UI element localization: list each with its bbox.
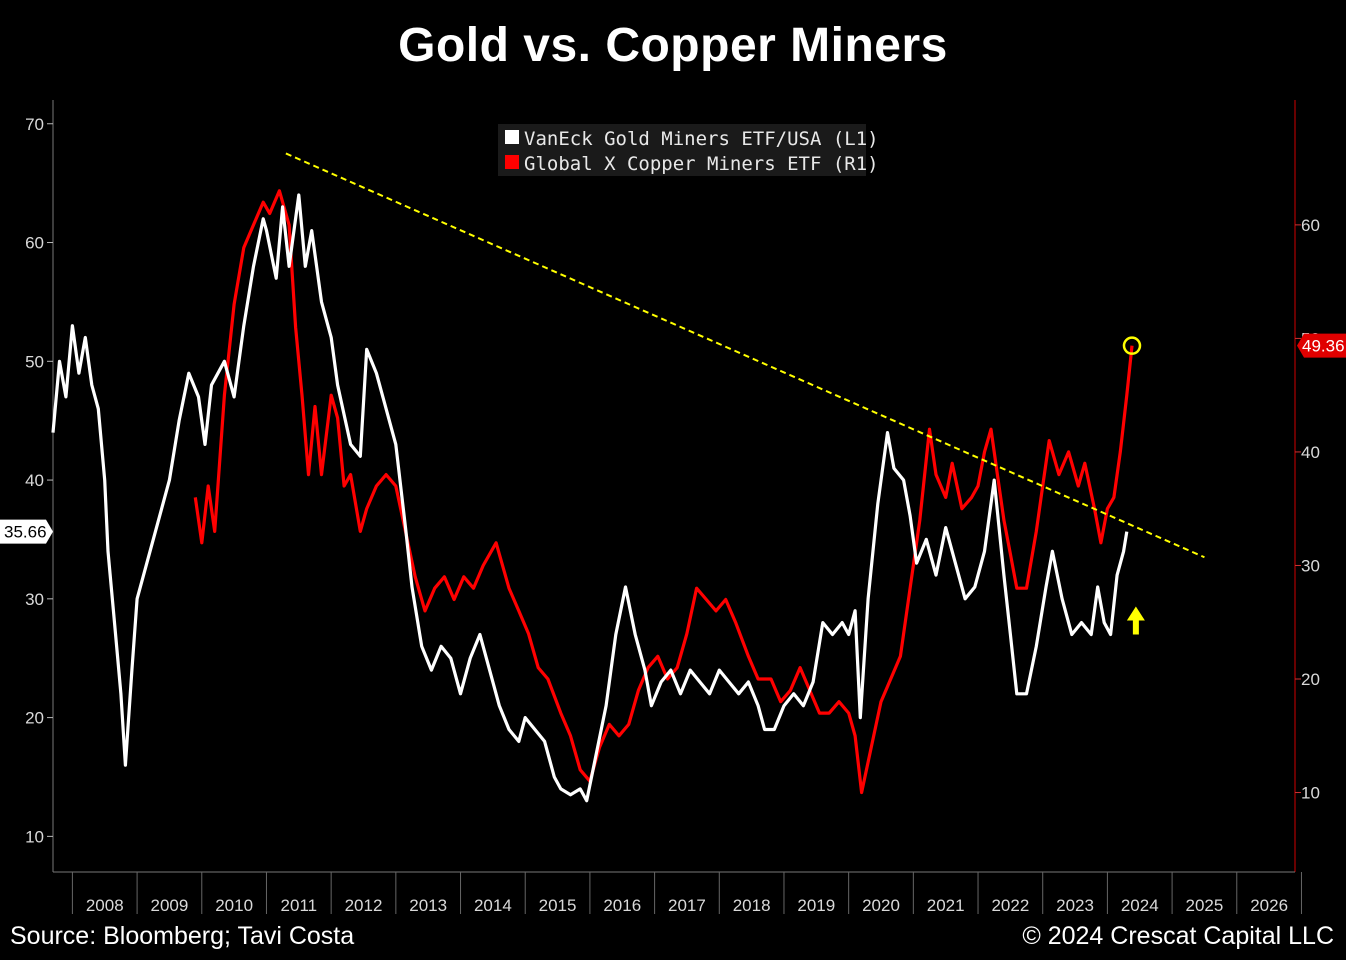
legend-swatch-copper (505, 155, 519, 169)
year-label: 2016 (603, 896, 641, 915)
year-label: 2024 (1121, 896, 1159, 915)
highlight-circle (1122, 336, 1142, 355)
up-arrow-icon (1126, 606, 1145, 635)
right-tick-label: 30 (1301, 556, 1320, 575)
source-note: Source: Bloomberg; Tavi Costa (10, 922, 355, 950)
legend: VanEck Gold Miners ETF/USA (L1) Global X … (498, 124, 879, 176)
axes-group (52, 100, 1296, 873)
year-label: 2022 (991, 896, 1029, 915)
legend-label-gold: VanEck Gold Miners ETF/USA (L1) (524, 128, 879, 150)
copper-miners-series-line (193, 189, 1134, 795)
tick-group: 1020304050607010203040506020082009201020… (25, 115, 1320, 915)
copper-last-value-tag (1297, 333, 1346, 358)
legend-swatch-gold (505, 130, 519, 144)
year-label: 2009 (151, 896, 189, 915)
left-tick-label: 40 (25, 471, 44, 490)
year-label: 2008 (86, 896, 124, 915)
right-tick-label: 60 (1301, 216, 1320, 235)
year-label: 2026 (1250, 896, 1288, 915)
year-label: 2018 (733, 896, 771, 915)
right-tick-label: 20 (1301, 670, 1320, 689)
year-label: 2015 (539, 896, 577, 915)
resistance-trendline (285, 152, 1205, 559)
left-tick-label: 10 (25, 827, 44, 846)
copper-last-value-label: 49.36 (1302, 337, 1345, 356)
left-tick-label: 70 (25, 115, 44, 134)
year-label: 2025 (1186, 896, 1224, 915)
series-layer (51, 189, 1134, 803)
year-label: 2012 (345, 896, 383, 915)
right-tick-label: 40 (1301, 443, 1320, 462)
gold-miners-series-line (51, 193, 1129, 803)
copyright-note: © 2024 Crescat Capital LLC (1022, 922, 1334, 950)
year-label: 2017 (668, 896, 706, 915)
left-tick-label: 30 (25, 590, 44, 609)
chart-title: Gold vs. Copper Miners (398, 19, 948, 72)
year-label: 2021 (927, 896, 965, 915)
year-label: 2010 (215, 896, 253, 915)
year-label: 2013 (409, 896, 447, 915)
year-label: 2020 (862, 896, 900, 915)
year-label: 2019 (797, 896, 835, 915)
year-label: 2023 (1056, 896, 1094, 915)
annotation-layer: 35.66 49.36 (0, 152, 1346, 635)
right-tick-label: 10 (1301, 784, 1320, 803)
legend-box (498, 124, 866, 176)
left-tick-label: 20 (25, 709, 44, 728)
gold-last-value-tag (0, 519, 53, 544)
left-tick-label: 50 (25, 352, 44, 371)
year-label: 2011 (281, 896, 318, 915)
left-tick-label: 60 (25, 234, 44, 253)
year-label: 2014 (474, 896, 512, 915)
legend-label-copper: Global X Copper Miners ETF (R1) (524, 153, 879, 175)
gold-last-value-label: 35.66 (4, 523, 47, 542)
